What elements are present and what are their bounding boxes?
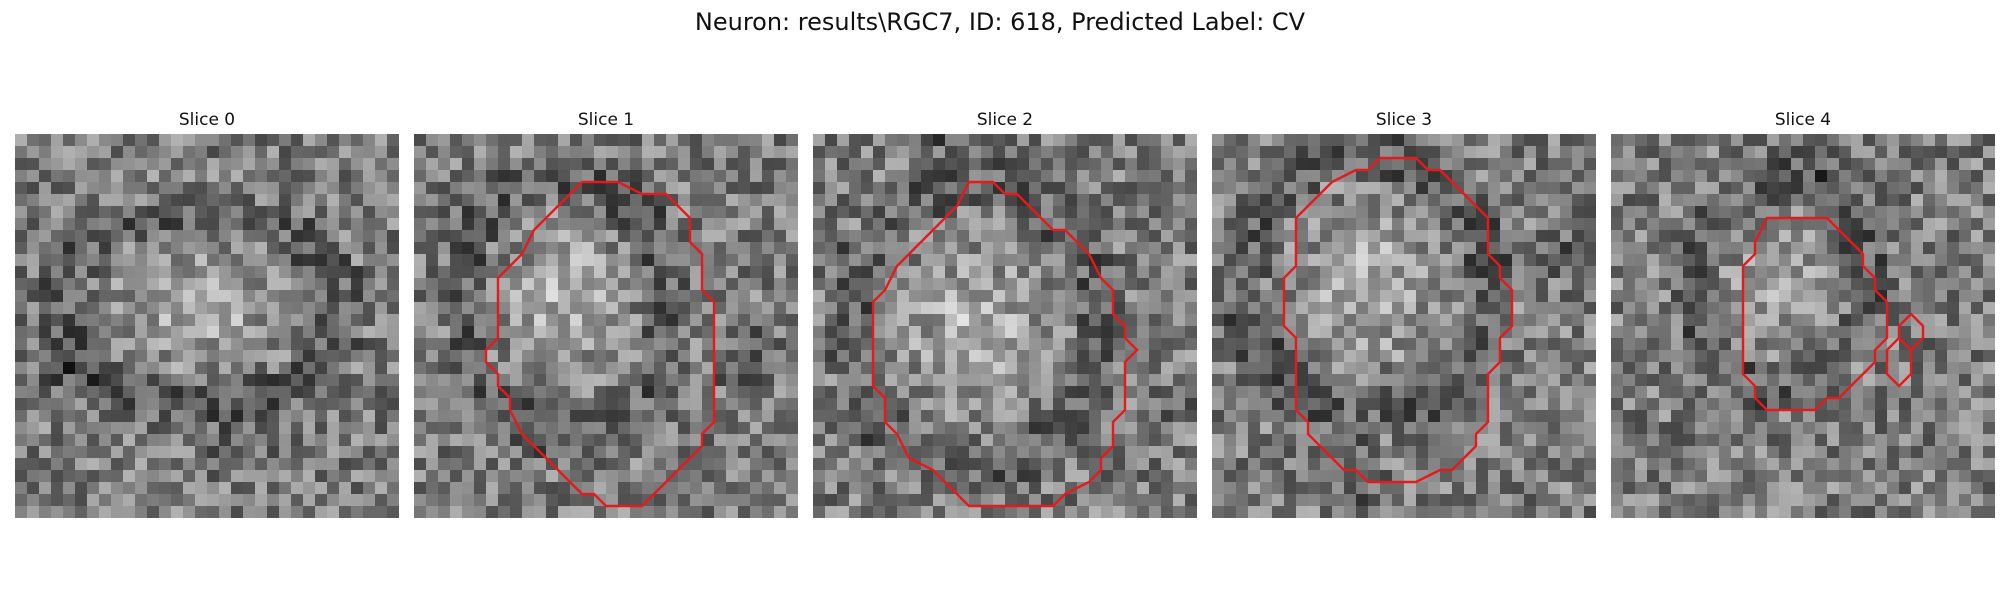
pixel-grid — [1611, 134, 1995, 518]
slice-panel-3: Slice 3 — [1212, 0, 1596, 600]
slice-title: Slice 3 — [1375, 110, 1433, 130]
segmentation-contour — [871, 180, 1139, 508]
slice-panel-4: Slice 4 — [1611, 0, 1995, 600]
pixel-grid — [414, 134, 798, 518]
slice-title: Slice 0 — [178, 110, 236, 130]
slice-pixels — [15, 134, 399, 518]
slice-panel-1: Slice 1 — [414, 0, 798, 600]
segmentation-contour — [1885, 336, 1913, 388]
slice-pixels — [813, 134, 1197, 518]
slice-title: Slice 1 — [577, 110, 635, 130]
slice-panel-2: Slice 2 — [813, 0, 1197, 600]
pixel-grid — [1212, 134, 1596, 518]
slice-title: Slice 4 — [1774, 110, 1832, 130]
slice-image — [15, 134, 399, 518]
slice-image — [1611, 134, 1995, 518]
slice-panel-0: Slice 0 — [15, 0, 399, 600]
pixel-grid — [15, 134, 399, 518]
pixel-grid — [813, 134, 1197, 518]
slice-pixels — [414, 134, 798, 518]
slice-title: Slice 2 — [976, 110, 1034, 130]
segmentation-contour — [1741, 216, 1889, 412]
figure-title: Neuron: results\RGC7, ID: 618, Predicted… — [694, 8, 1306, 36]
slice-pixels — [1611, 134, 1995, 518]
segmentation-contour — [1282, 156, 1514, 484]
slice-image — [813, 134, 1197, 518]
slice-image — [1212, 134, 1596, 518]
slice-image — [414, 134, 798, 518]
slice-pixels — [1212, 134, 1596, 518]
segmentation-contour — [484, 180, 716, 508]
